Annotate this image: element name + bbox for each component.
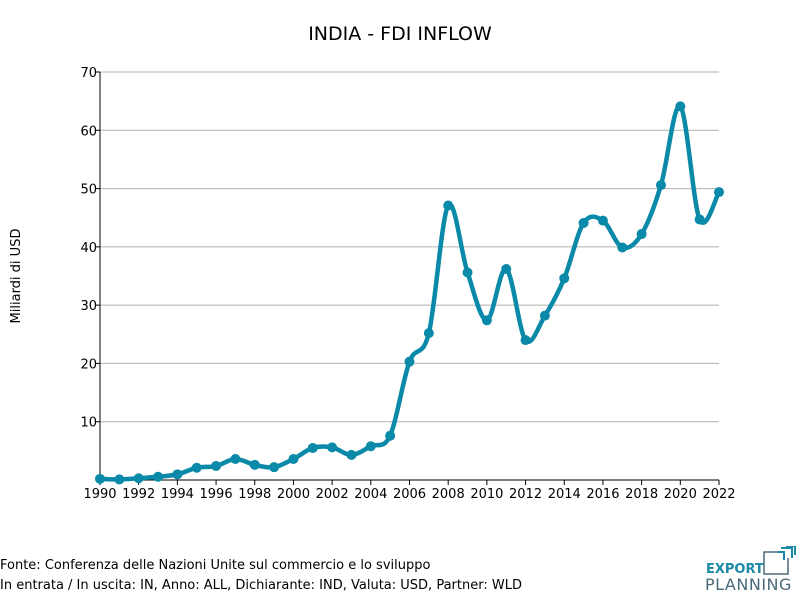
- data-point: [404, 356, 415, 367]
- data-point: [539, 310, 550, 321]
- data-point: [172, 469, 183, 480]
- data-point: [597, 215, 608, 226]
- data-point: [423, 328, 434, 339]
- data-point: [327, 442, 338, 453]
- data-point: [655, 180, 666, 191]
- export-planning-logo: EXPORT PLANNING: [704, 546, 796, 594]
- chart-title: INDIA - FDI INFLOW: [308, 23, 492, 45]
- data-point: [520, 335, 531, 346]
- data-point: [269, 462, 280, 473]
- data-point: [211, 461, 222, 472]
- data-point: [249, 459, 260, 470]
- x-tick-label: 2000: [277, 487, 310, 502]
- x-tick-label: 1996: [200, 487, 233, 502]
- x-tick-label: 2014: [548, 487, 581, 502]
- data-point: [694, 214, 705, 225]
- data-point: [501, 264, 512, 275]
- x-tick-label: 2022: [702, 487, 735, 502]
- data-point: [462, 267, 473, 278]
- x-tick-label: 1990: [83, 487, 116, 502]
- source-text: Fonte: Conferenza delle Nazioni Unite su…: [0, 558, 431, 573]
- data-point: [346, 449, 357, 460]
- x-tick-label: 1994: [161, 487, 194, 502]
- y-tick-label: 60: [80, 124, 97, 139]
- logo-line1: EXPORT: [706, 562, 764, 577]
- data-point: [365, 441, 376, 452]
- x-tick-label: 2010: [470, 487, 503, 502]
- data-point: [675, 101, 686, 112]
- y-tick-label: 10: [80, 416, 97, 431]
- x-tick-label: 2012: [509, 487, 542, 502]
- data-point: [559, 273, 570, 284]
- x-tick-label: 2018: [625, 487, 658, 502]
- data-point: [307, 442, 318, 453]
- data-point: [133, 473, 144, 484]
- y-tick-label: 20: [80, 357, 97, 372]
- x-tick-label: 2002: [316, 487, 349, 502]
- y-tick-label: 30: [80, 299, 97, 314]
- data-point: [153, 471, 164, 482]
- y-tick-label: 70: [80, 66, 97, 81]
- y-tick-label: 50: [80, 183, 97, 198]
- x-tick-label: 2020: [664, 487, 697, 502]
- data-point: [481, 315, 492, 326]
- data-point: [636, 229, 647, 240]
- x-tick-label: 1992: [122, 487, 155, 502]
- data-point: [191, 462, 202, 473]
- data-point: [288, 454, 299, 465]
- data-point: [230, 454, 241, 465]
- data-point: [617, 242, 628, 253]
- parameters-text: In entrata / In uscita: IN, Anno: ALL, D…: [0, 578, 522, 593]
- x-tick-label: 2004: [354, 487, 387, 502]
- data-point: [114, 474, 125, 485]
- x-tick-label: 2008: [432, 487, 465, 502]
- data-point: [95, 473, 105, 484]
- series-line: [99, 104, 722, 482]
- logo-line2: PLANNING: [705, 575, 792, 594]
- x-tick-label: 2016: [586, 487, 619, 502]
- data-point: [714, 187, 724, 198]
- x-tick-label: 1998: [238, 487, 271, 502]
- y-tick-label: 40: [80, 241, 97, 256]
- data-point: [443, 200, 454, 211]
- data-point: [578, 217, 589, 228]
- data-point: [385, 430, 396, 441]
- y-axis-label: Miliardi di USD: [9, 229, 24, 324]
- x-tick-label: 2006: [393, 487, 426, 502]
